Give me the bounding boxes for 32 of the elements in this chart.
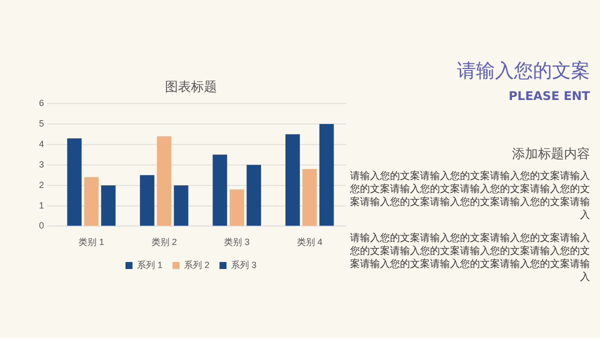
bar bbox=[140, 175, 154, 226]
x-tick-label: 类别 1 bbox=[78, 237, 104, 248]
bar bbox=[212, 154, 228, 226]
x-tick-label: 类别 4 bbox=[296, 237, 322, 248]
y-tick-label: 2 bbox=[38, 180, 44, 190]
legend-label: 系列 1 bbox=[136, 260, 163, 270]
bar bbox=[67, 138, 82, 226]
text: 添加标题内容 bbox=[511, 146, 590, 164]
bar bbox=[319, 124, 334, 226]
text: 请输入您的文案请输入您的文案请输入您的文案请输入您的文案请输入您的文案请输入您的文案请输入您的文案请输入您的文案请输入您的文案请输入您的文案请输入 bbox=[349, 170, 590, 222]
chart-title: 图表标题 bbox=[165, 80, 217, 96]
bar bbox=[101, 185, 116, 226]
y-tick-label: 0 bbox=[38, 220, 44, 231]
bar bbox=[230, 189, 244, 226]
text: 请输入您的文案 bbox=[456, 59, 590, 84]
legend-label: 系列 3 bbox=[231, 260, 257, 270]
y-tick-label: 3 bbox=[38, 159, 44, 170]
bar bbox=[302, 168, 317, 226]
y-tick-label: 5 bbox=[38, 118, 44, 129]
x-tick-label: 类别 2 bbox=[151, 237, 177, 248]
legend-label: 系列 2 bbox=[184, 260, 210, 270]
y-tick-label: 1 bbox=[38, 200, 44, 210]
bar bbox=[174, 185, 188, 226]
y-tick-label: 6 bbox=[38, 98, 44, 108]
text: 请输入您的文案请输入您的文案请输入您的文案请输入您的文案请输入您的文案请输入您的文案请输入您的文案请输入您的文案请输入您的文案请输入您的文案请输入 bbox=[349, 232, 590, 284]
text: PLEASE ENT bbox=[508, 88, 590, 104]
bar bbox=[156, 136, 172, 226]
bar bbox=[84, 177, 99, 226]
bar bbox=[285, 134, 300, 226]
bar bbox=[246, 164, 262, 226]
y-tick-label: 4 bbox=[38, 138, 44, 149]
x-tick-label: 类别 3 bbox=[224, 237, 250, 248]
